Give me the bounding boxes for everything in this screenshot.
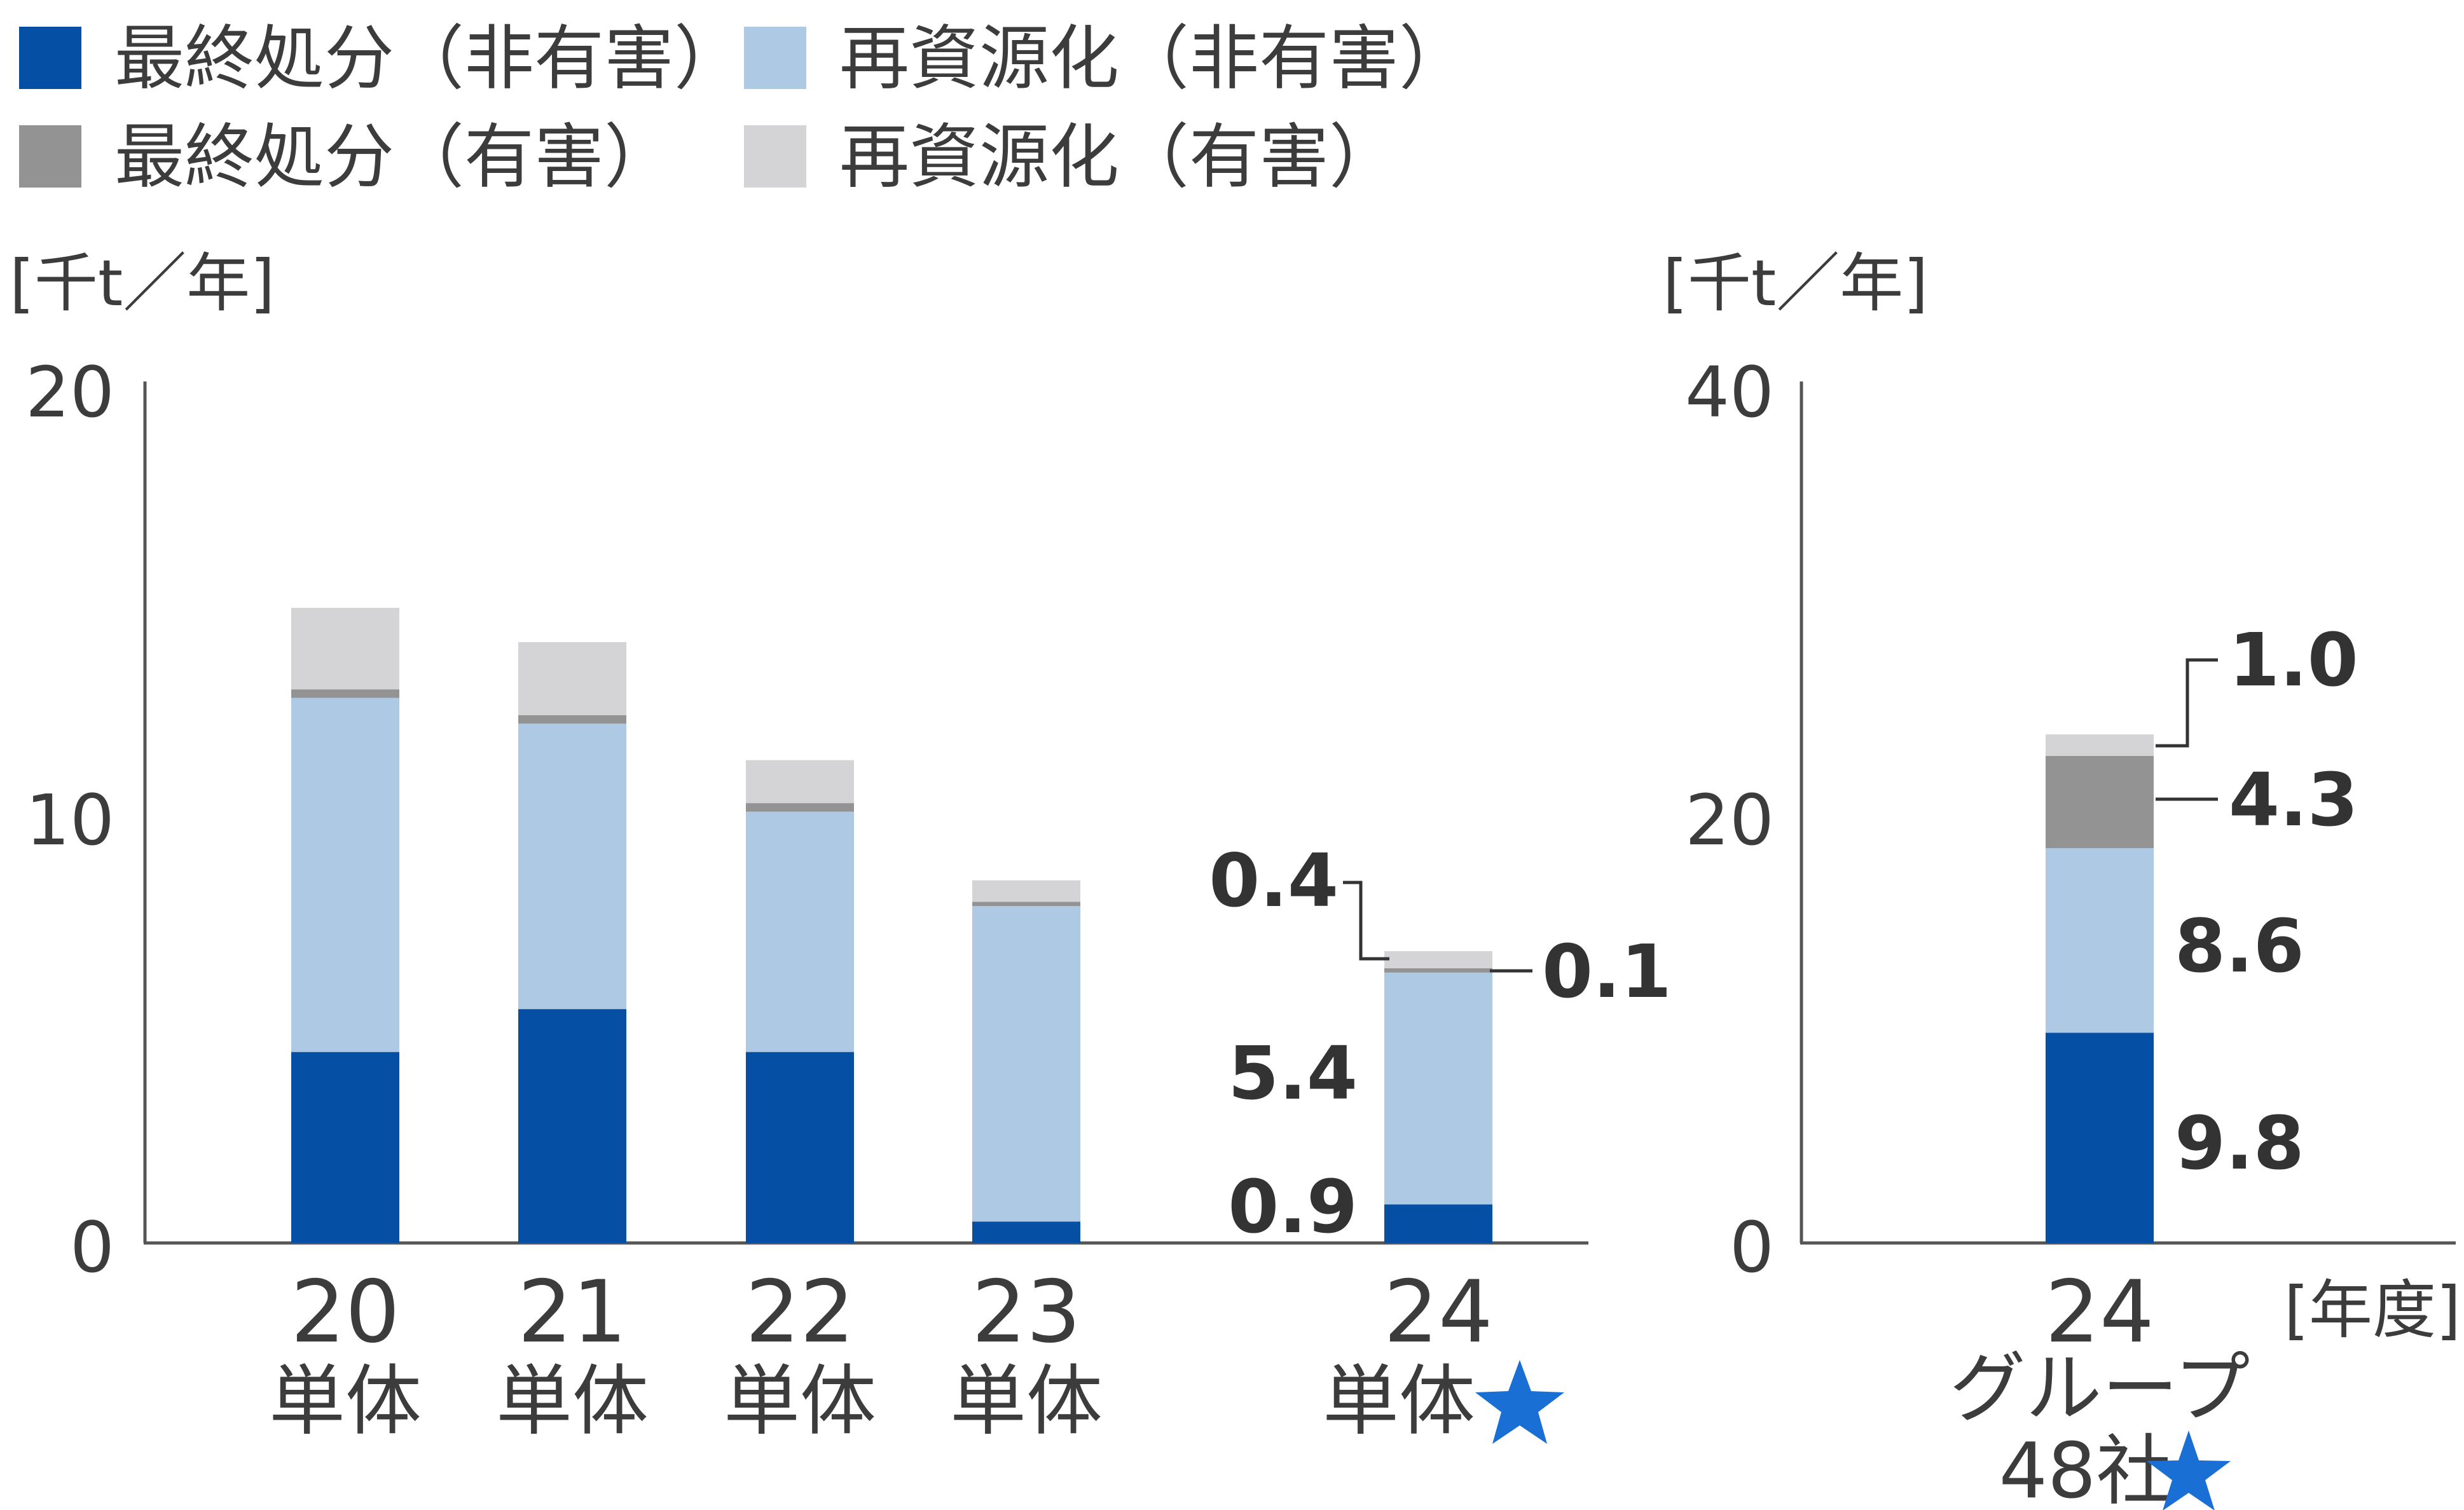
- y-axis-unit-right: [千t／年]: [1663, 246, 1928, 320]
- x-tick-sublabel: 単体: [496, 1357, 649, 1446]
- bar-segment: [1384, 1204, 1492, 1243]
- bar-segment: [972, 906, 1080, 1222]
- bar-segment: [518, 1009, 626, 1243]
- bar-segment: [291, 608, 399, 690]
- bar-segment: [972, 880, 1080, 902]
- chart-left: [千t／年] 0 10 20 20 21 22 23 24 単体 単体 単体 単…: [10, 246, 1672, 1446]
- y-tick-label: 20: [25, 352, 114, 433]
- chart-right: [千t／年] 0 20 40 24 [年度] グループ 48社 9.8 8.6 …: [1663, 246, 2461, 1510]
- bar-segment: [518, 724, 626, 1010]
- x-tick-sublabel: 単体: [1323, 1357, 1475, 1446]
- x-tick-sublabel: 単体: [724, 1357, 876, 1446]
- bars-right: [2046, 734, 2154, 1243]
- x-tick-sublabel: 単体: [950, 1357, 1103, 1446]
- bar-segment: [746, 811, 854, 1052]
- bar-segment: [291, 689, 399, 698]
- x-tick-sublabel: グループ: [1950, 1345, 2250, 1433]
- bar-segment: [518, 715, 626, 724]
- bar-segment: [746, 1052, 854, 1243]
- bar-segment: [746, 803, 854, 812]
- x-tick-label: 24: [2045, 1262, 2154, 1362]
- y-tick-label: 40: [1685, 352, 1774, 433]
- data-label: 1.0: [2229, 618, 2358, 703]
- legend-label-0: 最終処分（非有害）: [114, 18, 744, 99]
- bar-segment: [518, 642, 626, 715]
- legend-swatch-2: [19, 125, 81, 188]
- legend-label-3: 再資源化（有害）: [839, 116, 1399, 198]
- x-tick-label: 23: [972, 1262, 1081, 1362]
- y-tick-label: 0: [1730, 1207, 1774, 1288]
- star-icon: [1475, 1360, 1564, 1444]
- bar-segment: [2046, 734, 2154, 756]
- y-axis-unit-left: [千t／年]: [10, 246, 275, 320]
- legend: 最終処分（非有害） 再資源化（非有害） 最終処分（有害） 再資源化（有害）: [19, 18, 1469, 198]
- bar-segment: [1384, 968, 1492, 973]
- bar-segment: [291, 697, 399, 1052]
- data-label: 0.9: [1228, 1165, 1358, 1250]
- x-tick-label: 21: [518, 1262, 627, 1362]
- legend-swatch-0: [19, 27, 81, 89]
- y-tick-label: 10: [25, 779, 114, 861]
- legend-label-2: 最終処分（有害）: [114, 116, 674, 198]
- x-tick-label: 22: [745, 1262, 855, 1362]
- x-axis-unit: [年度]: [2284, 1273, 2461, 1347]
- data-label: 9.8: [2175, 1101, 2304, 1186]
- x-tick-label: 24: [1384, 1262, 1493, 1362]
- star-icon: [2147, 1431, 2231, 1510]
- x-tick-sublabel: 単体: [269, 1357, 422, 1446]
- y-tick-label: 0: [70, 1207, 114, 1288]
- bar-segment: [1384, 972, 1492, 1205]
- bar-segment: [746, 760, 854, 804]
- bar-segment: [2046, 755, 2154, 848]
- bar-segment: [972, 1221, 1080, 1243]
- legend-label-1: 再資源化（非有害）: [839, 18, 1469, 99]
- bar-segment: [1384, 951, 1492, 968]
- data-label: 0.4: [1209, 839, 1339, 924]
- legend-swatch-1: [744, 27, 806, 89]
- bar-segment: [2046, 1033, 2154, 1243]
- legend-swatch-3: [744, 125, 806, 188]
- bar-segment: [2046, 848, 2154, 1033]
- leader-line: [1343, 881, 1389, 961]
- leader-line: [2156, 658, 2218, 748]
- data-label: 5.4: [1228, 1031, 1358, 1116]
- data-label: 0.1: [1542, 930, 1672, 1015]
- data-label: 8.6: [2175, 904, 2304, 989]
- bar-segment: [972, 902, 1080, 907]
- y-tick-label: 20: [1685, 779, 1774, 861]
- x-tick-label: 20: [291, 1262, 400, 1362]
- bars-left: [291, 608, 1492, 1243]
- x-tick-sublabel: 48社: [1999, 1427, 2173, 1510]
- data-label: 4.3: [2229, 758, 2358, 843]
- bar-segment: [291, 1052, 399, 1243]
